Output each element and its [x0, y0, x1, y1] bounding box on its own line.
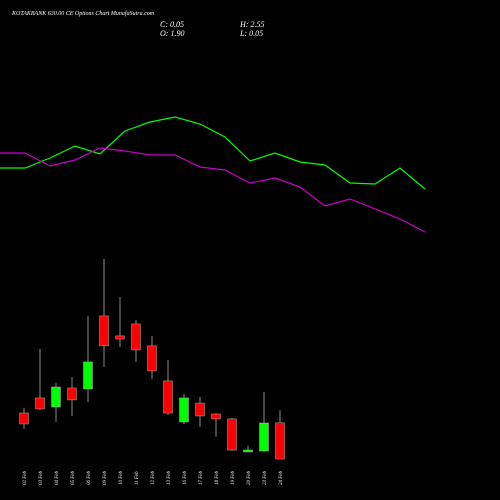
- x-tick-label: 03 Feb: [39, 470, 44, 485]
- x-tick-label: 06 Feb: [87, 470, 92, 485]
- candle-body: [99, 315, 109, 347]
- x-tick-label: 17 Feb: [199, 470, 204, 485]
- x-tick-label: 18 Feb: [215, 470, 220, 485]
- ohlc-label: O: 1.90: [160, 29, 184, 38]
- x-tick-label: 09 Feb: [103, 470, 108, 485]
- x-tick-label: 19 Feb: [231, 470, 236, 485]
- candle-body: [19, 412, 29, 425]
- candle-body: [51, 386, 61, 408]
- candle-body: [275, 422, 285, 460]
- chart-title: KOTAKBANK 630.00 CE Options Chart Munafa…: [11, 10, 155, 17]
- candle-body: [211, 413, 221, 420]
- candle-body: [147, 345, 157, 372]
- candle-body: [227, 418, 237, 451]
- ohlc-label: L: 0.05: [239, 29, 263, 38]
- candle-body: [83, 361, 93, 390]
- x-tick-label: 20 Feb: [247, 470, 252, 485]
- candle-body: [179, 397, 189, 423]
- candle-body: [115, 335, 125, 340]
- candle-body: [35, 397, 45, 410]
- x-tick-label: 04 Feb: [55, 470, 60, 485]
- candle-body: [195, 402, 205, 417]
- candle-body: [259, 422, 269, 452]
- x-tick-label: 02 Feb: [23, 470, 28, 485]
- ohlc-label: H: 2.55: [239, 20, 264, 29]
- line-series: [0, 116, 426, 190]
- ohlc-label: C: 0.05: [160, 20, 184, 29]
- candle-body: [243, 449, 253, 453]
- candle-body: [67, 387, 77, 401]
- x-tick-label: 10 Feb: [119, 470, 124, 485]
- x-tick-label: 23 Feb: [263, 470, 268, 485]
- x-tick-label: 11 Feb: [135, 471, 140, 485]
- x-tick-label: 24 Feb: [279, 470, 284, 485]
- x-tick-label: 05 Feb: [71, 470, 76, 485]
- x-tick-label: 16 Feb: [183, 470, 188, 485]
- x-tick-label: 13 Feb: [167, 470, 172, 485]
- line-series: [0, 147, 426, 233]
- candle-body: [163, 380, 173, 414]
- candle-body: [131, 323, 141, 351]
- x-tick-label: 12 Feb: [151, 470, 156, 485]
